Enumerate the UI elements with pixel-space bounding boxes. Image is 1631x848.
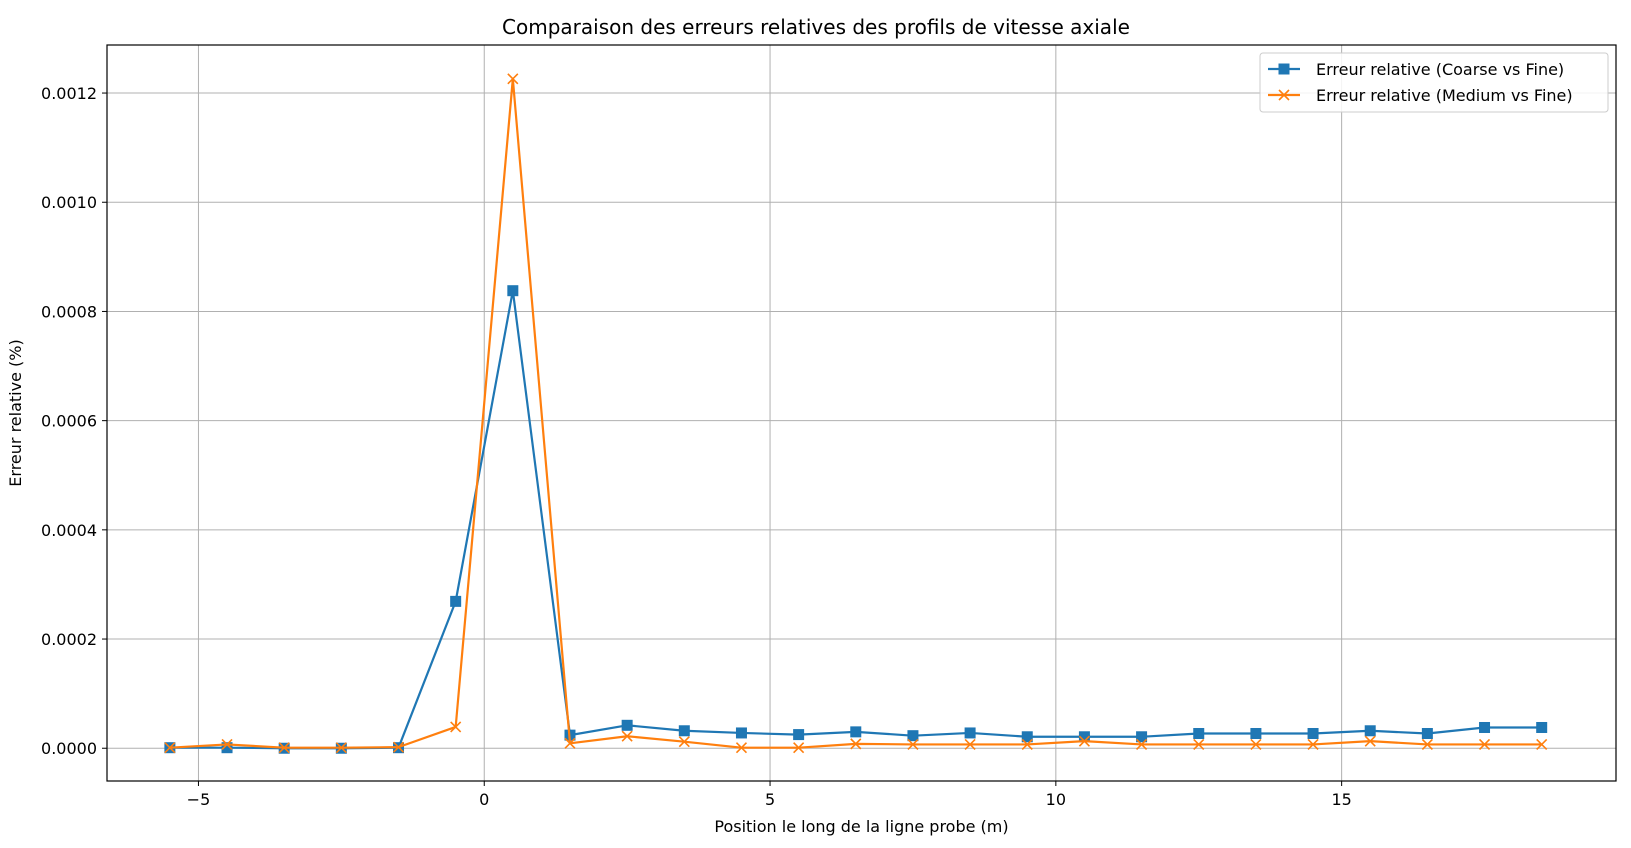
data-point	[907, 738, 919, 750]
data-point	[1307, 738, 1319, 750]
chart-title: Comparaison des erreurs relatives des pr…	[502, 15, 1130, 39]
x-tick-label: 15	[1331, 790, 1351, 809]
x-tick-label: 5	[765, 790, 775, 809]
data-point	[221, 738, 233, 750]
y-tick-label: 0.0012	[41, 84, 97, 103]
y-tick-label: 0.0002	[41, 630, 97, 649]
data-point	[164, 742, 176, 754]
data-point	[964, 738, 976, 750]
data-point	[564, 737, 576, 749]
data-point	[793, 742, 805, 754]
data-point	[1250, 738, 1262, 750]
legend-box	[1259, 52, 1609, 113]
data-point	[450, 721, 462, 733]
data-point	[735, 727, 747, 739]
x-axis-label: Position le long de la ligne probe (m)	[714, 817, 1008, 836]
data-point	[850, 726, 862, 738]
data-point	[392, 741, 405, 753]
data-point	[1136, 738, 1148, 750]
y-tick-label: 0.0006	[41, 412, 97, 431]
data-point	[1421, 738, 1433, 750]
ticks: −5 0 5 10 15 0.0000 0.0002 0.0004 0.0006 0.0008 0.…	[41, 84, 1352, 809]
data-point	[1078, 735, 1090, 747]
y-tick-label: 0.0000	[41, 739, 97, 758]
y-tick-label: 0.0008	[41, 302, 97, 321]
y-tick-label: 0.0010	[41, 193, 97, 212]
legend-marker	[1278, 63, 1290, 75]
data-point	[1136, 731, 1148, 743]
y-axis-label: Erreur relative (%)	[6, 339, 25, 486]
data-point	[1364, 735, 1376, 747]
data-point	[507, 285, 519, 297]
series-2	[164, 73, 1548, 754]
legend: Erreur relative (Coarse vs Fine) Erreur r…	[1259, 52, 1609, 113]
data-point	[507, 73, 519, 85]
data-point	[1250, 727, 1262, 739]
data-point	[793, 729, 805, 741]
data-point	[621, 719, 633, 731]
data-point	[1021, 738, 1033, 750]
data-point	[221, 742, 233, 754]
data-point	[1478, 738, 1491, 750]
data-point	[1193, 738, 1205, 750]
data-point	[1364, 725, 1376, 737]
data-point	[1193, 727, 1205, 739]
data-point	[735, 742, 748, 754]
data-point	[335, 742, 347, 754]
data-point	[964, 727, 976, 739]
data-point	[678, 736, 690, 748]
data-point	[450, 595, 462, 607]
data-point	[678, 725, 690, 737]
data-point	[1421, 727, 1433, 739]
data-point	[850, 738, 862, 750]
plot-frame	[106, 44, 1617, 782]
x-tick-label: 10	[1046, 790, 1066, 809]
data-point	[621, 730, 633, 742]
data-point	[278, 742, 290, 754]
data-point	[1021, 731, 1033, 743]
data-point	[1536, 721, 1548, 733]
legend-marker	[1278, 89, 1290, 101]
data-point	[1479, 721, 1491, 733]
x-tick-label: 0	[479, 790, 489, 809]
legend-entry: Erreur relative (Coarse vs Fine)	[1316, 60, 1564, 79]
data-point	[1536, 738, 1548, 750]
legend-entry: Erreur relative (Medium vs Fine)	[1316, 86, 1573, 105]
x-tick-label: −5	[187, 790, 211, 809]
series-layer	[164, 73, 1548, 754]
data-point	[907, 730, 919, 742]
y-tick-label: 0.0004	[41, 521, 97, 540]
data-point	[1307, 727, 1319, 739]
